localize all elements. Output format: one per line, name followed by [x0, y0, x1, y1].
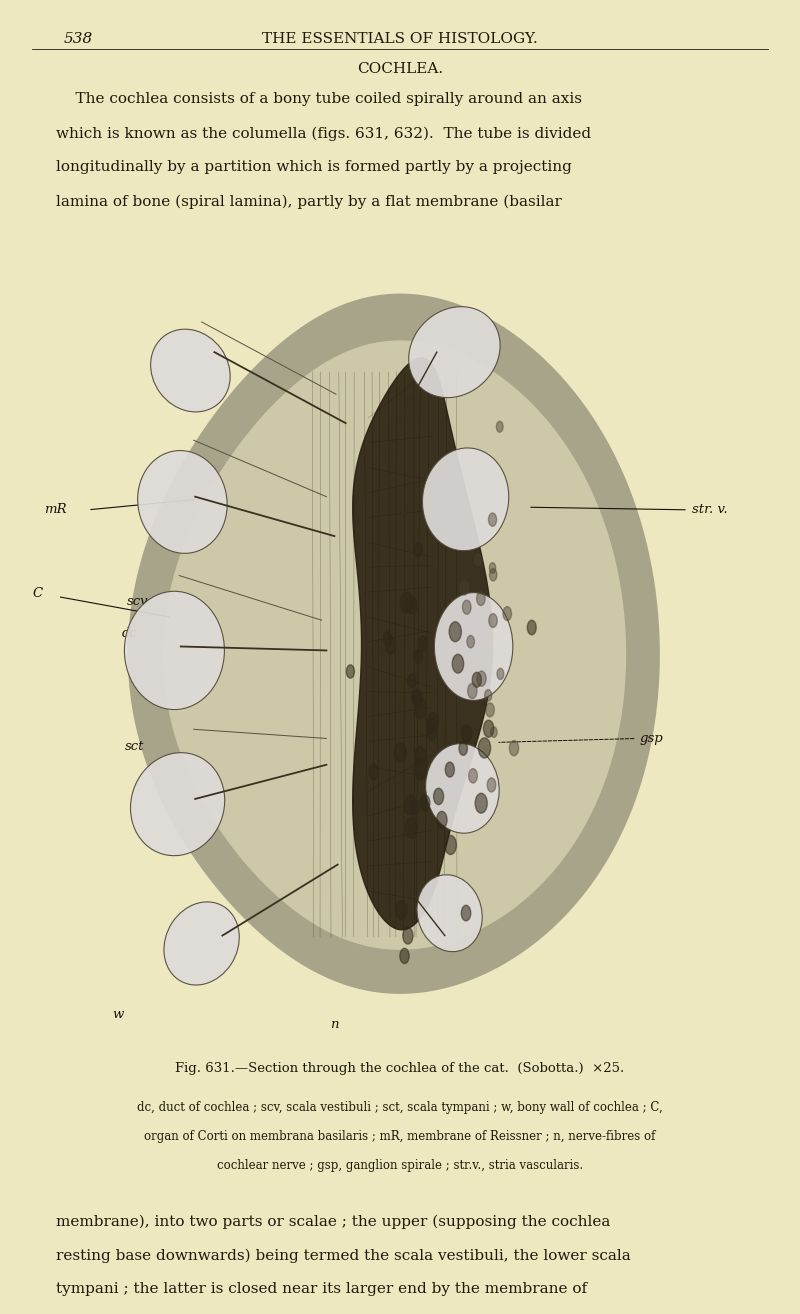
Circle shape	[459, 741, 467, 756]
Circle shape	[383, 632, 392, 645]
Circle shape	[472, 673, 482, 687]
Text: lamina of bone (spiral lamina), partly by a flat membrane (basilar: lamina of bone (spiral lamina), partly b…	[56, 194, 562, 209]
Circle shape	[496, 422, 503, 432]
Circle shape	[490, 727, 497, 737]
Circle shape	[400, 949, 409, 963]
Text: str. v.: str. v.	[692, 503, 728, 516]
Circle shape	[486, 703, 494, 717]
Circle shape	[402, 928, 413, 943]
Circle shape	[346, 665, 354, 678]
Circle shape	[434, 788, 443, 804]
Circle shape	[395, 900, 407, 920]
Ellipse shape	[417, 875, 482, 951]
Circle shape	[503, 607, 511, 620]
Text: resting base downwards) being termed the scala vestibuli, the lower scala: resting base downwards) being termed the…	[56, 1248, 630, 1263]
Circle shape	[483, 720, 494, 737]
Circle shape	[405, 817, 418, 838]
Text: Fig. 631.—Section through the cochlea of the cat.  (Sobotta.)  ×25.: Fig. 631.—Section through the cochlea of…	[175, 1062, 625, 1075]
Ellipse shape	[130, 753, 225, 855]
Circle shape	[426, 719, 436, 735]
Text: sct: sct	[125, 740, 144, 753]
Text: 538: 538	[64, 32, 94, 46]
Text: which is known as the columella (figs. 631, 632).  The tube is divided: which is known as the columella (figs. 6…	[56, 126, 591, 141]
Circle shape	[370, 765, 378, 779]
Circle shape	[475, 794, 487, 813]
Ellipse shape	[125, 591, 224, 710]
Circle shape	[452, 654, 464, 673]
Text: C: C	[32, 587, 42, 600]
Circle shape	[386, 637, 396, 654]
Circle shape	[414, 649, 422, 664]
Circle shape	[490, 569, 497, 581]
Circle shape	[497, 669, 504, 679]
Ellipse shape	[164, 901, 239, 986]
Circle shape	[412, 690, 420, 703]
Text: membrane), into two parts or scalae ; the upper (supposing the cochlea: membrane), into two parts or scalae ; th…	[56, 1214, 610, 1229]
Ellipse shape	[426, 744, 499, 833]
Circle shape	[478, 738, 490, 758]
Polygon shape	[164, 342, 626, 949]
Polygon shape	[353, 357, 493, 930]
Circle shape	[427, 725, 436, 740]
Text: tympani ; the latter is closed near its larger end by the membrane of: tympani ; the latter is closed near its …	[56, 1282, 587, 1297]
Text: dc, duct of cochlea ; scv, scala vestibuli ; sct, scala tympani ; w, bony wall o: dc, duct of cochlea ; scv, scala vestibu…	[137, 1101, 663, 1114]
Circle shape	[446, 762, 454, 777]
Circle shape	[527, 620, 536, 635]
Circle shape	[414, 759, 426, 779]
Circle shape	[485, 690, 492, 702]
Circle shape	[460, 581, 469, 595]
Circle shape	[462, 600, 471, 614]
Text: longitudinally by a partition which is formed partly by a projecting: longitudinally by a partition which is f…	[56, 160, 572, 175]
Polygon shape	[129, 294, 659, 993]
Ellipse shape	[434, 593, 513, 700]
Circle shape	[449, 622, 462, 641]
Text: COCHLEA.: COCHLEA.	[357, 62, 443, 76]
Circle shape	[408, 674, 416, 687]
Text: The cochlea consists of a bony tube coiled spirally around an axis: The cochlea consists of a bony tube coil…	[56, 92, 582, 106]
Ellipse shape	[138, 451, 227, 553]
Text: mR: mR	[44, 503, 66, 516]
Text: gsp: gsp	[640, 732, 664, 745]
Circle shape	[406, 597, 417, 614]
Text: dc: dc	[122, 627, 138, 640]
Circle shape	[468, 683, 477, 699]
Circle shape	[404, 795, 416, 815]
Text: n: n	[330, 1018, 338, 1031]
Circle shape	[489, 614, 498, 628]
Circle shape	[474, 555, 482, 566]
Ellipse shape	[409, 306, 500, 398]
Circle shape	[487, 778, 496, 792]
Circle shape	[477, 671, 486, 686]
Circle shape	[469, 769, 478, 783]
Circle shape	[477, 591, 485, 606]
Circle shape	[420, 795, 430, 811]
Circle shape	[490, 562, 496, 573]
Text: scv: scv	[126, 595, 149, 608]
Circle shape	[467, 636, 474, 648]
Circle shape	[462, 725, 471, 742]
Circle shape	[510, 741, 518, 756]
Circle shape	[410, 800, 419, 815]
Circle shape	[400, 593, 413, 614]
Circle shape	[394, 742, 406, 762]
Circle shape	[414, 543, 422, 557]
Ellipse shape	[150, 330, 230, 411]
Text: THE ESSENTIALS OF HISTOLOGY.: THE ESSENTIALS OF HISTOLOGY.	[262, 32, 538, 46]
Circle shape	[462, 905, 470, 921]
Ellipse shape	[422, 448, 509, 551]
Circle shape	[428, 712, 438, 729]
Circle shape	[414, 746, 426, 765]
Circle shape	[489, 512, 497, 526]
Circle shape	[437, 811, 447, 828]
Circle shape	[414, 698, 426, 717]
Text: w: w	[113, 1008, 124, 1021]
Text: cochlear nerve ; gsp, ganglion spirale ; str.v., stria vascularis.: cochlear nerve ; gsp, ganglion spirale ;…	[217, 1159, 583, 1172]
Text: organ of Corti on membrana basilaris ; mR, membrane of Reissner ; n, nerve-fibre: organ of Corti on membrana basilaris ; m…	[144, 1130, 656, 1143]
Circle shape	[445, 836, 456, 854]
Circle shape	[418, 636, 427, 652]
Circle shape	[412, 690, 422, 707]
